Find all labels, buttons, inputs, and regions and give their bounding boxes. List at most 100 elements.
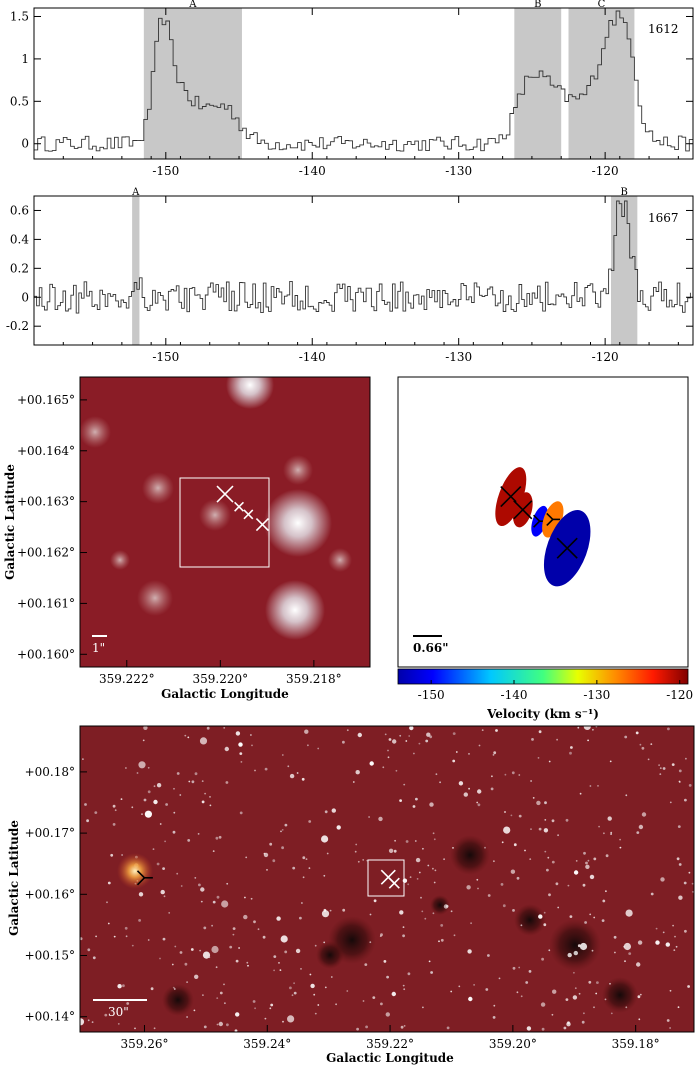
star: [669, 801, 672, 804]
star: [591, 949, 594, 952]
star: [179, 794, 182, 796]
star: [650, 892, 654, 896]
star: [672, 924, 674, 927]
axis-ticks: 359.222° 359.220° 359.218° +00.165° +00.164°…: [17, 393, 342, 686]
star: [357, 732, 362, 738]
star: [685, 757, 687, 760]
y-tick-label: +00.160°: [17, 647, 75, 661]
star: [355, 770, 360, 775]
star: [556, 738, 558, 741]
star: [144, 810, 152, 818]
star: [516, 876, 520, 880]
star: [636, 962, 641, 967]
star: [264, 767, 268, 771]
maser-markers: [136, 869, 400, 889]
marker-stroke: [136, 870, 146, 879]
star: [263, 852, 266, 855]
dark-cloud: [514, 904, 546, 936]
star: [342, 740, 345, 744]
star: [609, 982, 611, 985]
star: [538, 730, 542, 734]
star: [452, 759, 456, 763]
star: [402, 934, 405, 938]
star: [252, 1000, 256, 1003]
star: [321, 835, 329, 843]
star: [276, 916, 281, 921]
star: [574, 987, 577, 990]
star: [156, 783, 162, 788]
star: [493, 1004, 496, 1007]
marker-stroke: [255, 517, 269, 532]
star: [95, 935, 97, 938]
star: [393, 849, 397, 853]
star: [585, 861, 588, 865]
y-tick-label: 0.5: [10, 94, 29, 108]
star: [238, 947, 241, 949]
star: [113, 935, 116, 938]
image-source: [137, 580, 173, 616]
marker-stroke: [216, 485, 234, 503]
star: [184, 734, 187, 737]
star: [122, 984, 125, 988]
image-source: [80, 416, 111, 448]
star: [593, 1006, 595, 1009]
star: [637, 940, 643, 945]
star: [638, 1018, 641, 1021]
star: [235, 731, 241, 736]
star: [225, 781, 229, 784]
star: [302, 876, 305, 879]
maser-ellipses: [495, 467, 591, 587]
star: [674, 935, 676, 938]
star: [666, 1019, 670, 1022]
star: [518, 966, 521, 969]
star: [655, 940, 660, 945]
star: [637, 995, 641, 999]
star: [399, 799, 402, 802]
maser-marker: [556, 537, 578, 559]
star: [678, 863, 682, 866]
star: [688, 784, 692, 787]
star: [209, 804, 212, 807]
star: [687, 985, 690, 988]
star: [470, 922, 472, 925]
y-axis-label: Galactic Latitude: [7, 820, 21, 936]
star: [658, 764, 660, 766]
star: [619, 846, 622, 849]
maser-marker: [216, 485, 234, 503]
star: [405, 740, 408, 742]
star: [292, 866, 296, 870]
star: [493, 860, 495, 863]
star: [323, 941, 326, 944]
star: [295, 948, 301, 954]
shaded-range: [568, 8, 635, 159]
star: [468, 787, 470, 790]
star: [289, 773, 295, 779]
star: [92, 956, 96, 960]
star: [221, 900, 229, 908]
star: [440, 924, 444, 927]
shaded-ranges: [143, 8, 635, 159]
image-source: [283, 455, 313, 485]
star: [80, 937, 83, 941]
star: [402, 878, 408, 883]
star: [240, 761, 243, 763]
star: [452, 732, 456, 735]
star: [218, 1021, 223, 1027]
star: [614, 951, 616, 954]
star: [87, 1019, 90, 1022]
star: [301, 902, 303, 904]
star: [587, 859, 590, 862]
star: [458, 781, 464, 786]
star: [538, 914, 543, 919]
star: [180, 885, 183, 887]
star: [162, 937, 166, 941]
star: [602, 899, 605, 902]
star: [503, 826, 511, 834]
star: [94, 811, 98, 814]
star: [224, 1002, 226, 1005]
star: [675, 945, 678, 948]
star: [324, 810, 328, 814]
star: [439, 781, 441, 784]
star: [153, 1027, 156, 1030]
